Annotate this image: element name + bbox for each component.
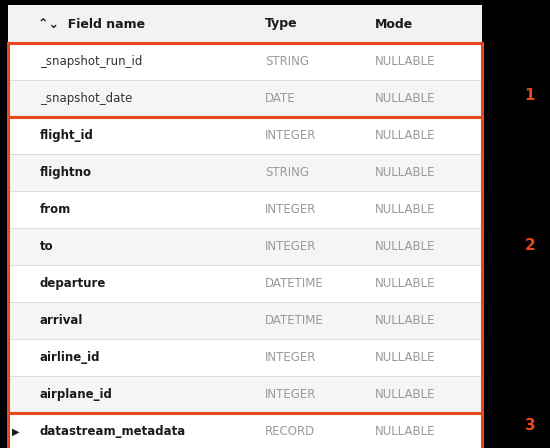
Text: DATE: DATE bbox=[265, 92, 296, 105]
Bar bbox=[8, 228, 482, 265]
Text: ⌃⌄  Field name: ⌃⌄ Field name bbox=[38, 17, 145, 30]
Text: ▶: ▶ bbox=[12, 426, 19, 436]
Text: DATETIME: DATETIME bbox=[265, 314, 324, 327]
Bar bbox=[8, 117, 482, 413]
Text: INTEGER: INTEGER bbox=[265, 240, 316, 253]
Text: NULLABLE: NULLABLE bbox=[375, 55, 436, 68]
Text: Type: Type bbox=[265, 17, 298, 30]
Bar bbox=[8, 43, 482, 80]
Bar bbox=[8, 265, 482, 302]
Bar bbox=[8, 117, 482, 154]
Bar bbox=[8, 413, 482, 448]
Text: NULLABLE: NULLABLE bbox=[375, 425, 436, 438]
Bar bbox=[8, 376, 482, 413]
Text: 1: 1 bbox=[525, 87, 535, 103]
Text: NULLABLE: NULLABLE bbox=[375, 203, 436, 216]
Text: NULLABLE: NULLABLE bbox=[375, 129, 436, 142]
Text: DATETIME: DATETIME bbox=[265, 277, 324, 290]
Text: NULLABLE: NULLABLE bbox=[375, 92, 436, 105]
Bar bbox=[8, 413, 482, 448]
Bar bbox=[8, 339, 482, 376]
Text: 2: 2 bbox=[525, 237, 535, 253]
Text: INTEGER: INTEGER bbox=[265, 203, 316, 216]
Text: airplane_id: airplane_id bbox=[40, 388, 113, 401]
Text: STRING: STRING bbox=[265, 166, 309, 179]
Bar bbox=[8, 302, 482, 339]
Bar bbox=[8, 154, 482, 191]
Text: departure: departure bbox=[40, 277, 106, 290]
Text: _snapshot_run_id: _snapshot_run_id bbox=[40, 55, 142, 68]
Text: INTEGER: INTEGER bbox=[265, 129, 316, 142]
Text: Mode: Mode bbox=[375, 17, 413, 30]
Bar bbox=[8, 191, 482, 228]
Bar bbox=[0, 0, 8, 448]
Bar bbox=[8, 43, 482, 117]
Text: to: to bbox=[40, 240, 54, 253]
Text: from: from bbox=[40, 203, 72, 216]
Text: NULLABLE: NULLABLE bbox=[375, 388, 436, 401]
Text: NULLABLE: NULLABLE bbox=[375, 277, 436, 290]
Bar bbox=[8, 5, 482, 43]
Text: RECORD: RECORD bbox=[265, 425, 315, 438]
Text: INTEGER: INTEGER bbox=[265, 351, 316, 364]
Text: NULLABLE: NULLABLE bbox=[375, 166, 436, 179]
Text: STRING: STRING bbox=[265, 55, 309, 68]
Text: arrival: arrival bbox=[40, 314, 84, 327]
Text: datastream_metadata: datastream_metadata bbox=[40, 425, 186, 438]
Text: flightno: flightno bbox=[40, 166, 92, 179]
Text: 3: 3 bbox=[525, 418, 535, 432]
Text: airline_id: airline_id bbox=[40, 351, 101, 364]
Text: NULLABLE: NULLABLE bbox=[375, 314, 436, 327]
Text: NULLABLE: NULLABLE bbox=[375, 351, 436, 364]
Text: flight_id: flight_id bbox=[40, 129, 94, 142]
Text: NULLABLE: NULLABLE bbox=[375, 240, 436, 253]
Bar bbox=[8, 80, 482, 117]
Text: _snapshot_date: _snapshot_date bbox=[40, 92, 133, 105]
Text: INTEGER: INTEGER bbox=[265, 388, 316, 401]
